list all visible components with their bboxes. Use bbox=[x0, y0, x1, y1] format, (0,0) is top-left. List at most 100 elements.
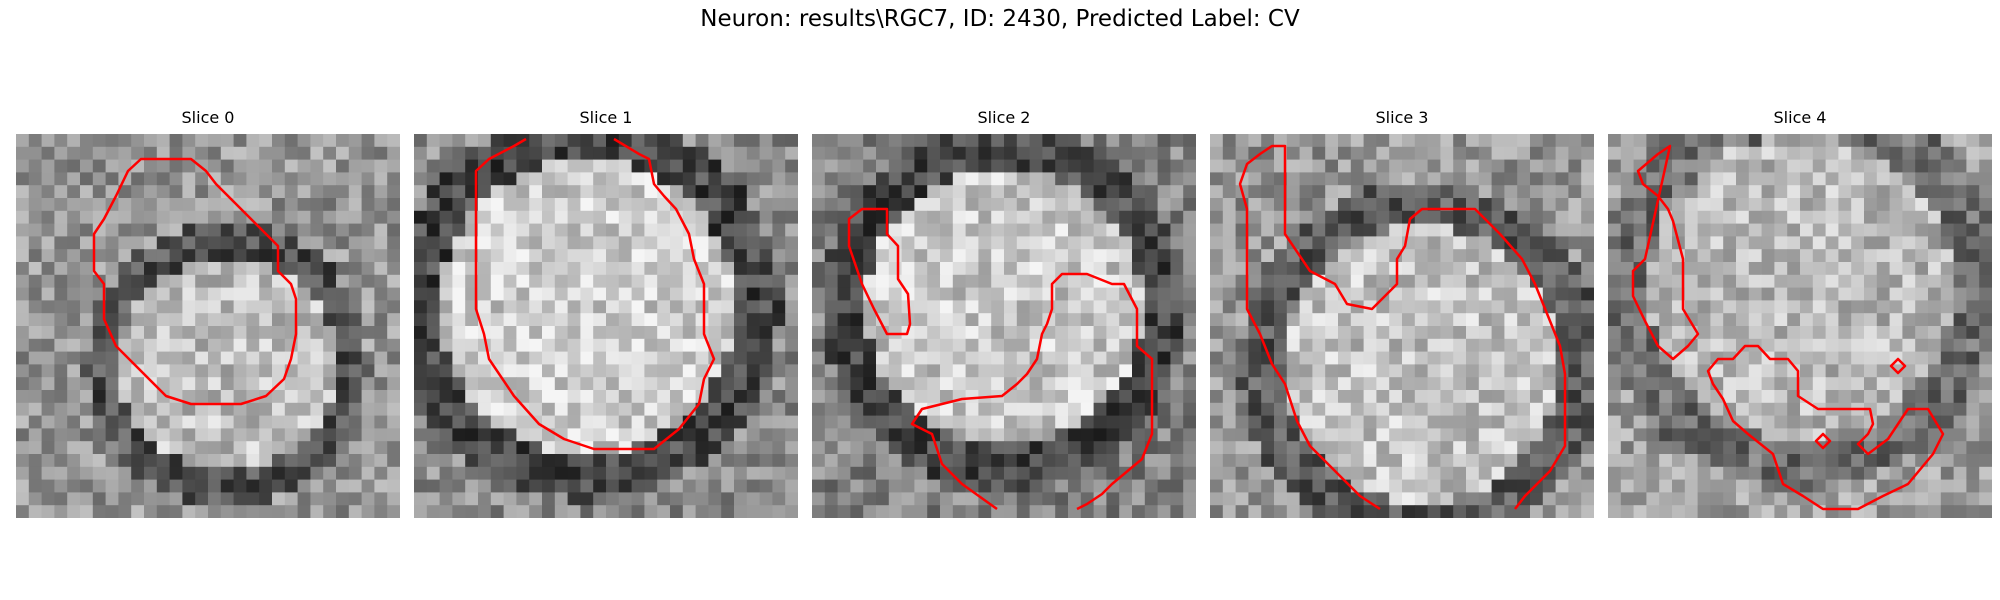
pixel bbox=[876, 249, 889, 262]
pixel bbox=[427, 505, 440, 518]
pixel bbox=[1351, 352, 1364, 365]
pixel bbox=[1415, 339, 1428, 352]
pixel bbox=[876, 467, 889, 480]
pixel bbox=[144, 403, 157, 416]
pixel bbox=[323, 454, 336, 467]
pixel bbox=[1698, 326, 1711, 339]
pixel bbox=[914, 352, 927, 365]
pixel bbox=[619, 185, 632, 198]
pixel bbox=[1954, 275, 1967, 288]
pixel bbox=[1634, 403, 1647, 416]
pixel bbox=[452, 377, 465, 390]
pixel bbox=[414, 211, 427, 224]
pixel bbox=[721, 441, 734, 454]
pixel bbox=[1581, 147, 1594, 160]
pixel bbox=[1556, 300, 1569, 313]
pixel bbox=[1568, 467, 1581, 480]
pixel bbox=[310, 198, 323, 211]
pixel bbox=[195, 185, 208, 198]
pixel bbox=[478, 185, 491, 198]
pixel bbox=[1646, 480, 1659, 493]
pixel bbox=[1094, 236, 1107, 249]
pixel bbox=[208, 364, 221, 377]
pixel bbox=[606, 313, 619, 326]
pixel bbox=[734, 160, 747, 173]
pixel bbox=[1042, 134, 1055, 147]
pixel bbox=[1004, 364, 1017, 377]
pixel bbox=[1736, 288, 1749, 301]
pixel bbox=[1300, 352, 1313, 365]
pixel bbox=[1685, 262, 1698, 275]
pixel bbox=[657, 441, 670, 454]
pixel bbox=[1170, 313, 1183, 326]
pixel bbox=[760, 441, 773, 454]
pixel bbox=[374, 236, 387, 249]
pixel bbox=[1402, 172, 1415, 185]
pixel bbox=[387, 134, 400, 147]
pixel bbox=[1300, 492, 1313, 505]
pixel bbox=[310, 377, 323, 390]
pixel bbox=[721, 326, 734, 339]
pixel bbox=[825, 160, 838, 173]
pixel bbox=[1030, 262, 1043, 275]
pixel bbox=[1030, 377, 1043, 390]
pixel bbox=[54, 249, 67, 262]
pixel bbox=[118, 249, 131, 262]
pixel bbox=[80, 416, 93, 429]
pixel bbox=[1351, 160, 1364, 173]
pixel bbox=[414, 249, 427, 262]
pixel bbox=[1915, 160, 1928, 173]
pixel bbox=[1402, 467, 1415, 480]
pixel bbox=[1440, 288, 1453, 301]
pixel bbox=[1440, 326, 1453, 339]
pixel bbox=[1042, 198, 1055, 211]
pixel bbox=[336, 134, 349, 147]
pixel bbox=[1261, 428, 1274, 441]
pixel bbox=[54, 185, 67, 198]
pixel bbox=[1723, 288, 1736, 301]
pixel bbox=[889, 211, 902, 224]
pixel bbox=[1119, 198, 1132, 211]
pixel bbox=[80, 352, 93, 365]
pixel bbox=[259, 147, 272, 160]
pixel bbox=[1158, 377, 1171, 390]
pixel bbox=[825, 390, 838, 403]
pixel bbox=[1530, 224, 1543, 237]
pixel bbox=[1568, 313, 1581, 326]
pixel bbox=[991, 454, 1004, 467]
pixel bbox=[118, 288, 131, 301]
pixel bbox=[1210, 364, 1223, 377]
pixel bbox=[1800, 198, 1813, 211]
pixel bbox=[1158, 352, 1171, 365]
pixel bbox=[812, 480, 825, 493]
pixel bbox=[208, 147, 221, 160]
pixel bbox=[1466, 300, 1479, 313]
pixel bbox=[1479, 134, 1492, 147]
pixel bbox=[1119, 134, 1132, 147]
pixel bbox=[427, 288, 440, 301]
pixel bbox=[1170, 480, 1183, 493]
pixel bbox=[902, 185, 915, 198]
pixel bbox=[1351, 288, 1364, 301]
pixel bbox=[1479, 288, 1492, 301]
pixel bbox=[452, 262, 465, 275]
pixel bbox=[1621, 390, 1634, 403]
pixel bbox=[1954, 249, 1967, 262]
pixel bbox=[760, 480, 773, 493]
pixel bbox=[708, 480, 721, 493]
pixel bbox=[1055, 198, 1068, 211]
pixel bbox=[349, 288, 362, 301]
pixel bbox=[991, 428, 1004, 441]
pixel bbox=[1774, 249, 1787, 262]
pixel bbox=[812, 249, 825, 262]
pixel bbox=[298, 185, 311, 198]
pixel bbox=[440, 300, 453, 313]
pixel bbox=[1517, 416, 1530, 429]
pixel bbox=[927, 288, 940, 301]
pixel bbox=[1132, 492, 1145, 505]
pixel bbox=[1466, 185, 1479, 198]
pixel bbox=[1287, 505, 1300, 518]
pixel bbox=[1223, 416, 1236, 429]
pixel bbox=[1723, 377, 1736, 390]
pixel bbox=[1453, 377, 1466, 390]
